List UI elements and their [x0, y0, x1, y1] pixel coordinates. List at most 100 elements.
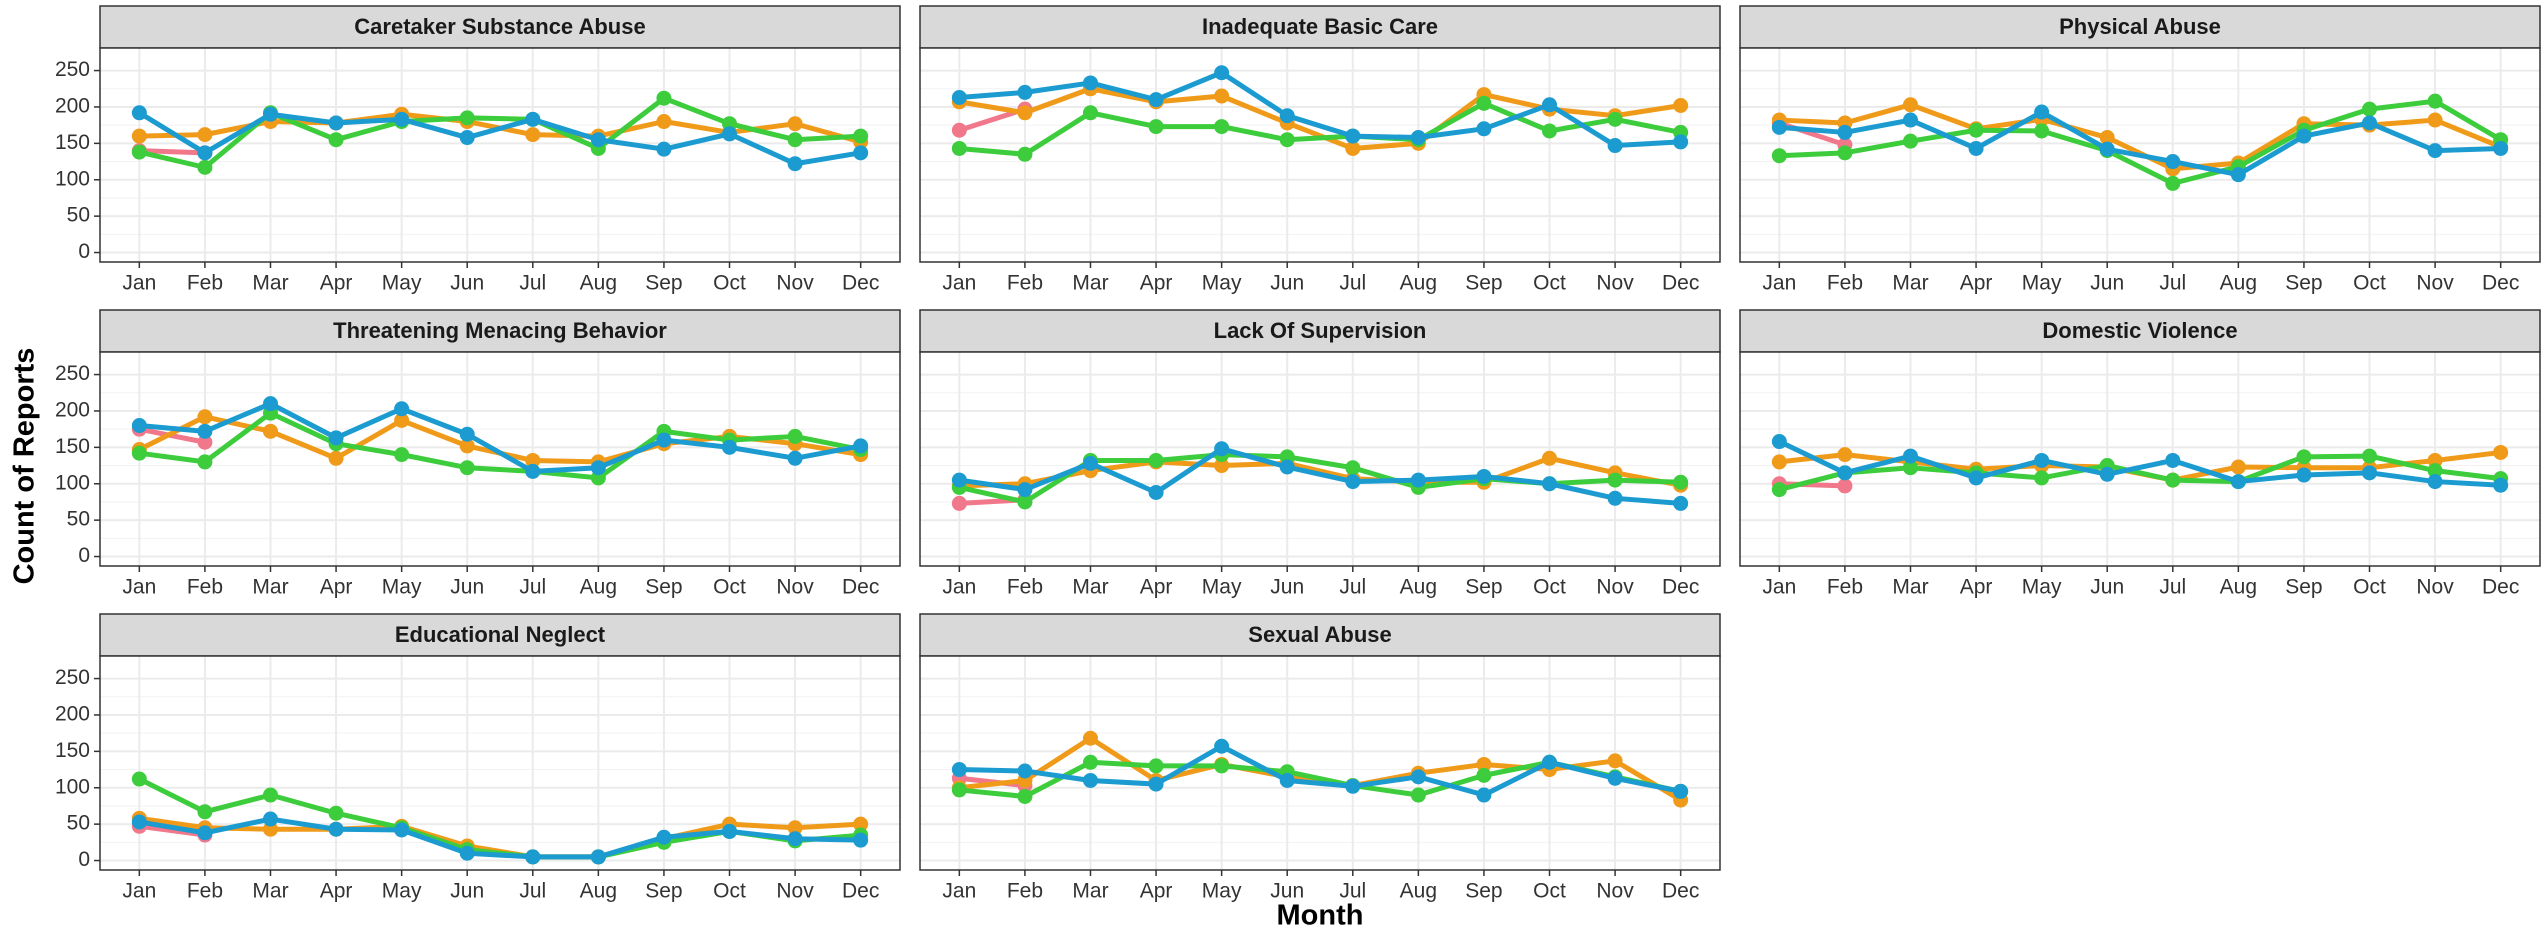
data-point — [951, 762, 967, 778]
x-tick-label: Feb — [187, 272, 223, 295]
x-tick-label: Nov — [1596, 880, 1634, 903]
x-tick-label: Mar — [1892, 272, 1928, 295]
x-tick-label: Nov — [2416, 272, 2454, 295]
strip — [1739, 309, 2541, 353]
data-point — [951, 140, 967, 156]
x-tick-label: Feb — [1827, 576, 1863, 599]
data-point — [1902, 133, 1918, 149]
data-point — [787, 116, 803, 132]
x-tick-label: Jul — [2159, 272, 2186, 295]
data-point — [1410, 769, 1426, 785]
series-line — [139, 410, 862, 481]
x-tick-label: Sep — [1465, 576, 1502, 599]
data-point — [2165, 452, 2181, 468]
x-tick-label: Oct — [713, 880, 746, 903]
data-point — [853, 128, 869, 144]
panel-border — [99, 47, 901, 263]
panel-title: Physical Abuse — [2059, 14, 2221, 39]
data-point — [1902, 460, 1918, 476]
data-point — [2034, 123, 2050, 139]
strip — [99, 5, 901, 49]
x-tick-label: Mar — [1072, 576, 1108, 599]
data-point — [197, 159, 213, 175]
data-point — [1410, 130, 1426, 146]
y-tick-label: 50 — [67, 812, 90, 835]
data-point — [2230, 167, 2246, 183]
data-point — [131, 771, 147, 787]
series-line — [139, 823, 206, 838]
series-line — [959, 100, 1682, 157]
data-point — [131, 144, 147, 160]
series-line — [138, 816, 861, 860]
y-tick-label: 100 — [55, 167, 90, 190]
panel-border — [919, 47, 1721, 263]
data-point — [1902, 97, 1918, 113]
series-line — [1778, 453, 2501, 492]
data-point — [1148, 484, 1164, 500]
x-tick-label: Jan — [1762, 272, 1796, 295]
x-tick-label: Mar — [252, 880, 288, 903]
x-tick-label: May — [1202, 576, 1242, 599]
x-tick-label: Aug — [580, 880, 617, 903]
data-point — [1345, 140, 1361, 156]
data-point — [2034, 104, 2050, 120]
y-tick-label: 100 — [55, 775, 90, 798]
data-point — [1476, 95, 1492, 111]
x-tick-label: Jan — [942, 272, 976, 295]
data-point — [525, 127, 541, 143]
data-point — [1542, 123, 1558, 139]
data-point — [2230, 474, 2246, 490]
panel-title: Sexual Abuse — [1248, 622, 1391, 647]
x-tick-label: Apr — [1140, 880, 1173, 903]
x-tick-label: Aug — [580, 576, 617, 599]
x-tick-label: Mar — [252, 576, 288, 599]
data-point — [262, 396, 278, 412]
x-tick-label: Sep — [1465, 880, 1502, 903]
data-point — [459, 845, 475, 861]
data-point — [525, 111, 541, 127]
x-tick-label: Mar — [1892, 576, 1928, 599]
data-point — [787, 820, 803, 836]
data-point — [722, 126, 738, 142]
data-point — [1214, 458, 1230, 474]
data-point — [1017, 146, 1033, 162]
strip — [919, 5, 1721, 49]
data-point — [1607, 472, 1623, 488]
data-point — [1082, 772, 1098, 788]
series-line — [959, 743, 1682, 798]
data-point — [1214, 758, 1230, 774]
data-point — [1673, 495, 1689, 511]
data-point — [2165, 472, 2181, 488]
data-point — [1017, 84, 1033, 100]
data-point — [2427, 143, 2443, 159]
x-tick-label: Feb — [1007, 880, 1043, 903]
data-point — [1017, 494, 1033, 510]
panel-border — [1739, 351, 2541, 567]
data-point — [656, 829, 672, 845]
data-point — [2493, 477, 2509, 493]
x-tick-label: Jul — [2159, 576, 2186, 599]
x-tick-label: Jun — [2090, 576, 2124, 599]
data-point — [1279, 132, 1295, 148]
data-point — [1476, 756, 1492, 772]
x-tick-label: Oct — [2353, 272, 2386, 295]
y-tick-label: 200 — [55, 703, 90, 726]
plot-background — [100, 48, 900, 262]
x-tick-label: Jul — [1339, 880, 1366, 903]
x-tick-label: Apr — [320, 272, 353, 295]
x-tick-label: Jun — [1270, 576, 1304, 599]
x-tick-label: Feb — [1827, 272, 1863, 295]
data-point — [1082, 455, 1098, 471]
data-point — [328, 430, 344, 446]
panel-title: Inadequate Basic Care — [1202, 14, 1438, 39]
data-point — [2427, 474, 2443, 490]
x-tick-label: Oct — [2353, 576, 2386, 599]
data-point — [1279, 459, 1295, 475]
data-point — [1017, 788, 1033, 804]
x-tick-label: Jan — [942, 880, 976, 903]
data-point — [262, 787, 278, 803]
x-tick-label: Jul — [519, 272, 546, 295]
x-tick-label: Sep — [1465, 272, 1502, 295]
x-tick-label: Jan — [122, 880, 156, 903]
